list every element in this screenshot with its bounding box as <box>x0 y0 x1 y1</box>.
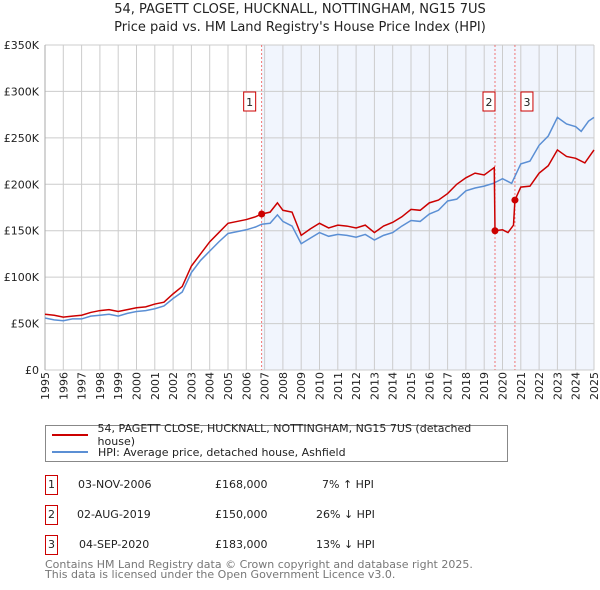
y-tick-label: £250K <box>4 132 40 145</box>
x-tick-label: 1996 <box>57 372 70 400</box>
x-tick-label: 2007 <box>259 372 272 400</box>
footer-line: This data is licensed under the Open Gov… <box>45 568 396 581</box>
x-tick-label: 1997 <box>76 372 89 400</box>
x-tick-label: 2018 <box>460 372 473 400</box>
x-tick-label: 2011 <box>332 372 345 400</box>
sale-date: 04-SEP-2020 <box>79 538 150 551</box>
sale-label-box <box>243 91 257 112</box>
sale-label-box <box>482 91 496 112</box>
x-tick-label: 2019 <box>478 372 491 400</box>
x-tick-label: 2005 <box>222 372 235 400</box>
sale-date: 03-NOV-2006 <box>78 478 152 491</box>
x-tick-label: 2000 <box>131 372 144 400</box>
x-tick-label: 2006 <box>240 372 253 400</box>
sale-label: 1 <box>246 96 253 109</box>
x-tick-label: 2008 <box>277 372 290 400</box>
sale-price: £183,000 <box>215 538 268 551</box>
x-tick-label: 1995 <box>39 372 52 400</box>
x-tick-label: 2014 <box>387 372 400 400</box>
sale-marker-badge: 2 <box>45 505 58 525</box>
x-tick-label: 1998 <box>94 372 107 400</box>
legend-label: 54, PAGETT CLOSE, HUCKNALL, NOTTINGHAM, … <box>97 422 472 448</box>
x-tick-label: 2003 <box>185 372 198 400</box>
y-tick-label: £50K <box>11 318 40 331</box>
x-tick-label: 2017 <box>442 372 455 400</box>
footer-line: Contains HM Land Registry data © Crown c… <box>45 558 473 571</box>
x-tick-label: 2002 <box>167 372 180 400</box>
x-tick-label: 2012 <box>350 372 363 400</box>
x-tick-label: 1999 <box>112 372 125 400</box>
sale-label-box <box>520 91 534 112</box>
x-tick-label: 2023 <box>551 372 564 400</box>
sale-date: 02-AUG-2019 <box>77 508 151 521</box>
legend: 54, PAGETT CLOSE, HUCKNALL, NOTTINGHAM, … <box>45 422 508 462</box>
sale-price: £168,000 <box>215 478 268 491</box>
legend-swatch-red <box>52 434 88 436</box>
x-tick-label: 2015 <box>405 372 418 400</box>
y-tick-label: £0 <box>25 364 39 377</box>
x-tick-label: 2020 <box>497 372 510 400</box>
sale-hpi-diff: 7% ↑ HPI <box>322 478 374 491</box>
x-tick-label: 2001 <box>149 372 162 400</box>
x-tick-label: 2025 <box>588 372 600 400</box>
sale-hpi-diff: 13% ↓ HPI <box>316 538 375 551</box>
sale-point <box>491 227 499 235</box>
price-chart: 1995 1996 1997 1998 1999 2000 2001 2002 2003 2004… <box>4 39 600 400</box>
sale-price: £150,000 <box>215 508 268 521</box>
hpi-line <box>44 116 595 322</box>
legend-item-property: 54, PAGETT CLOSE, HUCKNALL, NOTTINGHAM, … <box>52 422 507 448</box>
x-tick-label: 2009 <box>295 372 308 400</box>
y-tick-label: £200K <box>4 178 40 191</box>
x-tick-label: 2016 <box>423 372 436 400</box>
sale-point <box>258 210 266 218</box>
sale-marker-badge: 1 <box>45 475 58 495</box>
y-tick-label: £150K <box>4 225 40 238</box>
sale-label: 3 <box>523 96 530 109</box>
x-tick-label: 2013 <box>368 372 381 400</box>
x-tick-label: 2021 <box>515 372 528 400</box>
x-tick-label: 2022 <box>533 372 546 400</box>
property-price-line <box>44 148 595 318</box>
x-tick-label: 2024 <box>570 372 583 400</box>
legend-item-hpi: HPI: Average price, detached house, Ashf… <box>52 444 346 460</box>
sale-hpi-diff: 26% ↓ HPI <box>316 508 375 521</box>
y-tick-label: £300K <box>4 85 40 98</box>
chart-title: 54, PAGETT CLOSE, HUCKNALL, NOTTINGHAM, … <box>114 2 486 17</box>
y-tick-label: £350K <box>4 39 40 52</box>
legend-swatch-blue <box>52 451 88 453</box>
post-sale-shading <box>261 45 594 370</box>
sale-point <box>511 196 519 204</box>
footer: Contains HM Land Registry data © Crown c… <box>45 558 473 581</box>
legend-label: HPI: Average price, detached house, Ashf… <box>98 445 346 459</box>
chart-subtitle: Price paid vs. HM Land Registry's House … <box>114 20 486 35</box>
sale-label: 2 <box>485 96 492 109</box>
x-tick-label: 2010 <box>314 372 327 400</box>
x-tick-label: 2004 <box>204 372 217 400</box>
y-tick-label: £100K <box>4 271 40 284</box>
sale-marker-badge: 3 <box>45 535 58 555</box>
